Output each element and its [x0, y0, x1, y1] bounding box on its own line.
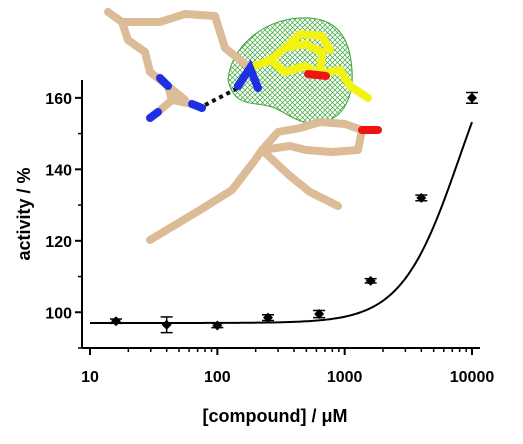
- tyrosine-sidechain-icon: [258, 118, 382, 156]
- data-point: [313, 309, 326, 320]
- hydrogen-bond-icon: [204, 86, 239, 107]
- y-tick-label: 100: [45, 305, 72, 322]
- tick-labels: 10 100 1000 10000 100 120 140 160: [45, 91, 494, 386]
- data-point: [109, 316, 122, 327]
- x-tick-label: 1000: [327, 369, 363, 386]
- axes: [81, 80, 480, 349]
- x-tick-label: 10000: [450, 369, 495, 386]
- backbone-strand-upper-icon: [104, 8, 254, 104]
- fit-curve: [90, 121, 473, 324]
- data-point: [415, 192, 428, 203]
- data-point: [211, 320, 224, 331]
- ligand-icon: [234, 30, 372, 102]
- y-axis-title: activity / %: [14, 167, 34, 260]
- data-point: [160, 316, 173, 334]
- data-point: [262, 312, 275, 323]
- y-tick-label: 140: [45, 162, 72, 179]
- backbone-strand-lower-icon: [146, 146, 342, 244]
- data-points: [109, 91, 478, 334]
- x-axis-title: [compound] / μM: [203, 406, 348, 426]
- ticks: [75, 96, 473, 355]
- x-tick-label: 100: [204, 369, 231, 386]
- y-tick-label: 160: [45, 91, 72, 108]
- x-tick-label: 10: [81, 369, 99, 386]
- data-point: [466, 91, 478, 104]
- y-tick-label: 120: [45, 234, 72, 251]
- data-point: [364, 275, 377, 286]
- protein-ligand-structure-icon: [104, 8, 382, 244]
